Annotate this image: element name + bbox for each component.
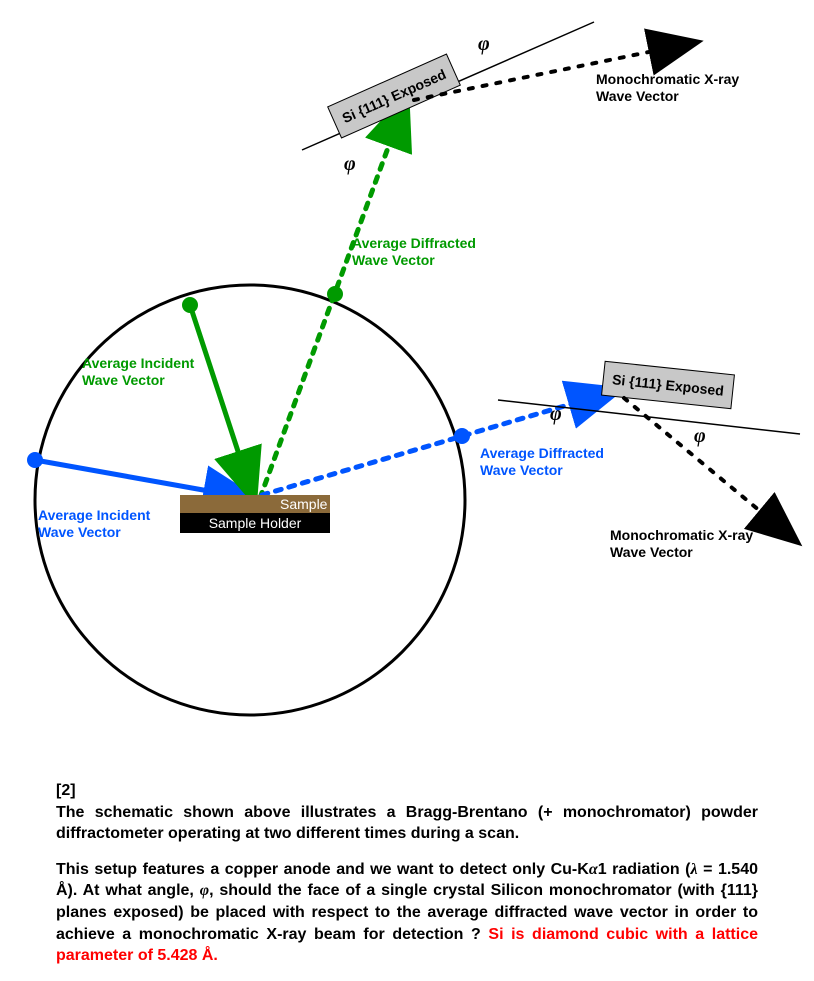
green-incident-vector (190, 305, 252, 494)
phi-symbol: φ (344, 153, 356, 175)
sample-label: Sample (280, 496, 328, 512)
green-incident-label: Average Incident Wave Vector (82, 355, 198, 388)
green-diffracted-dot (327, 286, 343, 302)
mono2-xray-vector (624, 398, 790, 536)
sample-holder-label: Sample Holder (209, 515, 302, 531)
blue-incident-label: Average Incident Wave Vector (38, 507, 154, 540)
phi-symbol: φ (550, 403, 562, 425)
blue-diffracted-dot (454, 428, 470, 444)
green-incident-dot (182, 297, 198, 313)
question-para1: The schematic shown above illustrates a … (56, 804, 758, 843)
diffractometer-diagram: Si {111} Exposed φ φ Monochromatic X-ray… (0, 0, 814, 760)
sample-assembly: Sample Sample Holder (180, 495, 330, 533)
mono2-crystal-box: Si {111} Exposed (602, 361, 735, 408)
green-diffracted-label: Average Diffracted Wave Vector (352, 235, 480, 268)
question-para2: This setup features a copper anode and w… (56, 859, 758, 967)
mono1-xray-label: Monochromatic X-ray Wave Vector (596, 71, 743, 104)
question-text: [2] The schematic shown above illustrate… (56, 780, 758, 981)
mono2-xray-label: Monochromatic X-ray Wave Vector (610, 527, 757, 560)
blue-diffracted-label: Average Diffracted Wave Vector (480, 445, 608, 478)
question-number: [2] (56, 782, 76, 799)
blue-incident-vector (35, 460, 248, 498)
phi-symbol: φ (694, 425, 706, 447)
phi-symbol: φ (478, 33, 490, 55)
blue-incident-dot (27, 452, 43, 468)
